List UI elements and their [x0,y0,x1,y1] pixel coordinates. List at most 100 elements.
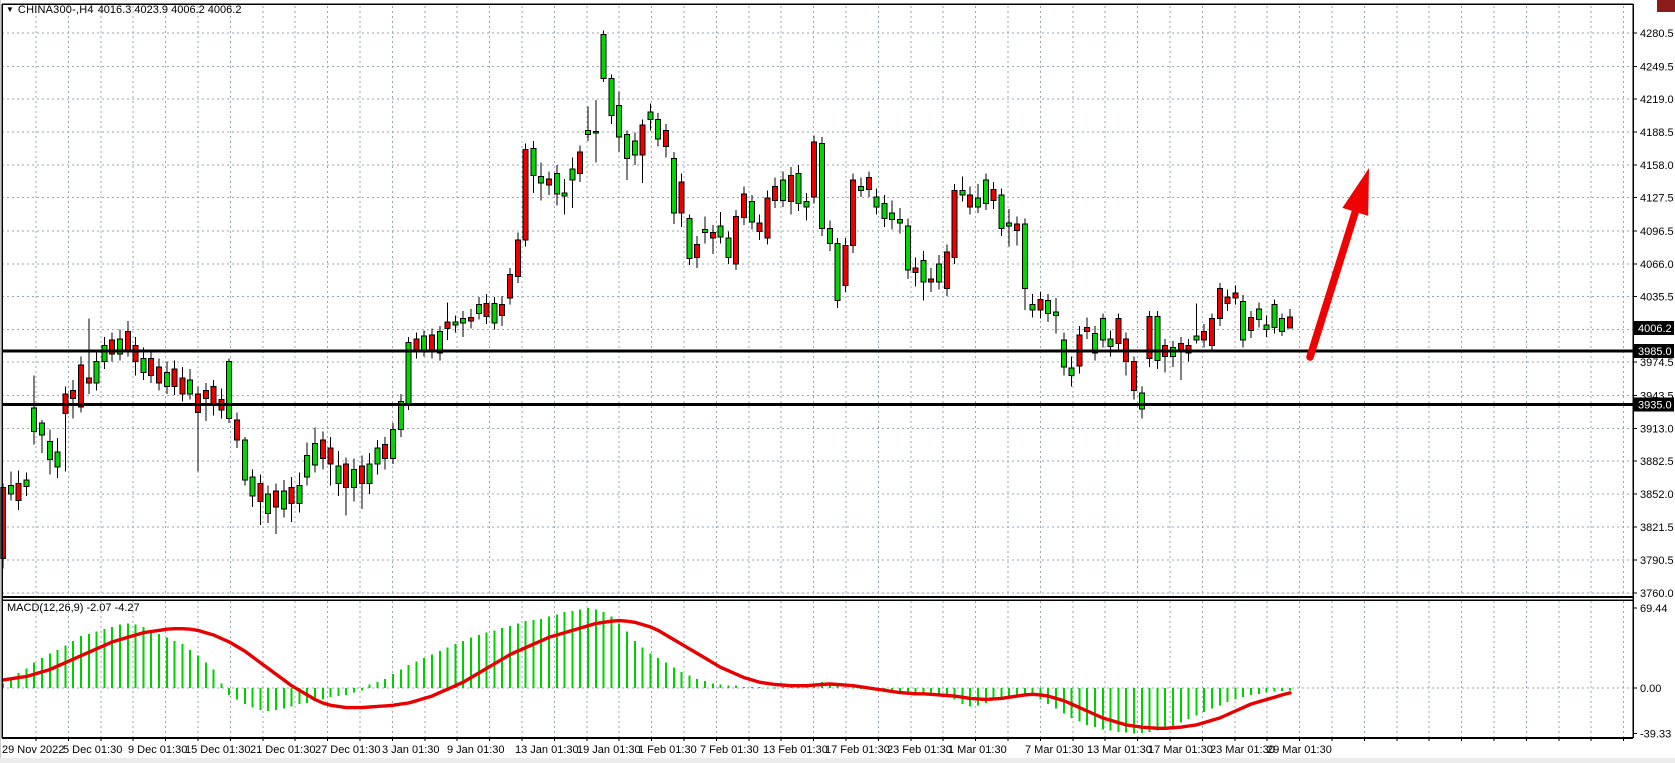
macd-signal-line [1,618,1292,730]
bull-candle [1138,392,1145,410]
bear-candle [468,317,474,322]
price-axis[interactable]: 4280.5 4249.5 4219.0 4188.5 4158.0 4127.5 4096… [1633,28,1674,740]
price-tick-label: 3882.5 [1640,456,1674,468]
bull-candle [631,140,638,156]
bull-candle [1263,324,1270,330]
gridlines [2,6,1633,737]
bull-candle [1029,304,1036,311]
bear-candle [741,193,747,219]
bear-candle [1209,318,1215,347]
price-tick-label: 3760.0 [1640,588,1674,600]
bull-candle [585,129,591,136]
bull-candle [436,331,443,354]
macd-tick-label: 69.44 [1640,603,1668,615]
price-tick-label: 4035.5 [1640,292,1674,304]
bull-candle [538,176,545,184]
bull-candle [889,212,896,221]
macd-indicator-label: MACD(12,26,9) -2.07 -4.27 [7,602,140,614]
bear-candle [202,390,209,399]
bull-candle [93,361,100,384]
date-tick-label: 27 Dec 01:30 [315,744,380,756]
bear-candle [912,267,919,273]
price-level-lines[interactable] [2,349,1633,407]
bull-candle [624,134,630,159]
bear-candle [148,357,155,377]
bear-candle [943,251,950,290]
bear-candle [764,197,771,239]
bull-candle [163,371,170,387]
date-tick-label: 5 Dec 01:30 [63,744,122,756]
symbol-dropdown-icon[interactable]: ▼ [6,5,14,14]
bear-candle [663,129,669,148]
bull-candle [725,237,732,258]
bear-candle [990,189,997,201]
svg-text:3985.0: 3985.0 [1638,346,1672,358]
bear-candle [787,175,794,202]
bear-candle [1185,345,1192,354]
bull-candle [1021,223,1028,290]
bull-candle [795,172,802,205]
price-tick-label: 4188.5 [1640,127,1674,139]
bull-candle [296,484,303,505]
date-tick-label: 23 Feb 01:30 [887,744,952,756]
bull-candle [936,263,942,283]
bear-candle [772,185,779,201]
bull-candle [265,493,272,514]
bear-candle [514,239,521,278]
bull-candle [491,303,498,324]
bull-candle [421,335,428,352]
bear-candle [85,377,92,384]
bull-candle [1193,335,1200,341]
window-control-fragment [1657,0,1675,12]
bull-candle [249,476,256,497]
bull-candle [553,172,560,195]
bull-candle [834,242,841,301]
bull-candle [280,490,287,510]
date-tick-label: 9 Dec 01:30 [128,744,187,756]
bull-candle [1045,299,1052,314]
bear-candle [234,419,240,441]
bull-candle [7,484,14,495]
bear-candle [842,244,849,286]
bear-candle [429,334,435,353]
bear-candle [78,364,84,408]
bear-candle [733,215,740,265]
level-badge-upper [1634,343,1674,358]
bull-candle [312,442,318,466]
price-tick-label: 3790.5 [1640,555,1674,567]
svg-text:3935.0: 3935.0 [1638,400,1672,412]
bear-candle [273,490,279,508]
bear-candle [210,385,217,406]
bull-candle [873,196,880,208]
bull-candle [1006,222,1013,227]
date-tick-label: 17 Feb 01:30 [825,744,890,756]
bull-candle [858,185,864,192]
symbol-timeframe-label: CHINA300-,H4 [17,4,94,16]
ohlc-values: 4016.3 4023.9 4006.2 4006.2 [97,4,242,16]
price-tick-label: 4249.5 [1640,61,1674,73]
bull-candle [39,422,45,436]
bear-candle [257,482,264,503]
bear-candle [678,181,685,214]
bull-candle [475,304,482,314]
bear-candle [499,304,506,316]
bull-candle [117,338,123,355]
bull-candle [561,192,568,197]
trend-arrow[interactable] [1306,168,1369,361]
bull-candle [897,219,903,224]
bull-candle [374,447,381,465]
bull-candle [31,407,38,433]
date-tick-label: 21 Dec 01:30 [250,744,315,756]
bull-candle [1154,315,1161,362]
bull-candle [54,451,61,468]
price-tick-label: 4280.5 [1640,28,1674,40]
bear-candle [124,331,131,353]
bear-candle [546,178,552,186]
price-tick-label: 4219.0 [1640,94,1674,106]
bull-candle [397,400,404,430]
bull-candle [702,228,708,234]
bear-candle [171,368,178,387]
bear-candle [1115,318,1122,344]
